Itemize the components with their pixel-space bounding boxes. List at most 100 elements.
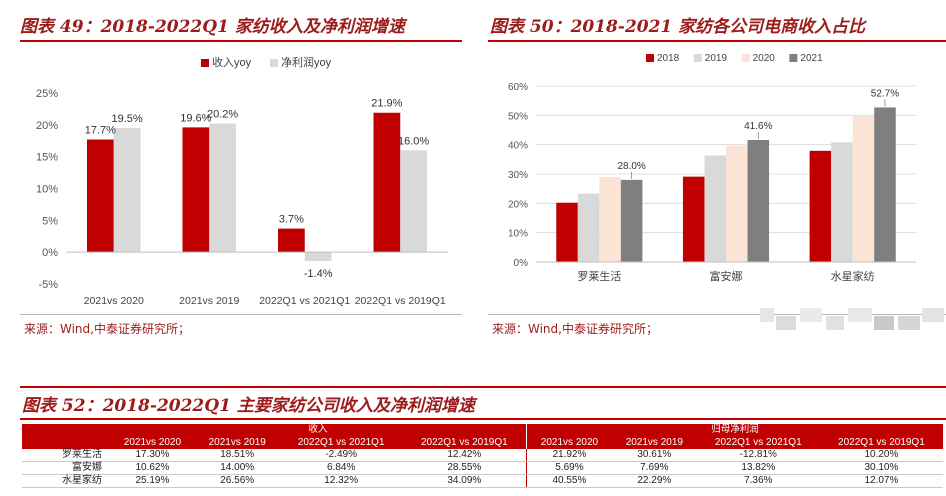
chart-50: 0% 10% 20% 30% 40% 50% 60% 罗莱生活 富安娜 水星家纺 2018 2019 2… xyxy=(508,53,916,283)
bar-收入yoy-3 xyxy=(373,112,401,253)
table-cell: 28.55% xyxy=(402,461,527,475)
y-tick-label: 10% xyxy=(36,184,58,196)
bar-净利润yoy-1 xyxy=(209,123,236,253)
title-rule-bottom xyxy=(20,418,946,420)
table-cell: 17.30% xyxy=(110,448,195,462)
group-header-revenue: 收入 xyxy=(110,424,527,437)
legend-swatch xyxy=(646,54,654,62)
table-cell: 26.56% xyxy=(194,474,280,488)
x-tick-label: 富安娜 xyxy=(710,269,743,283)
x-tick-label: 2021vs 2020 xyxy=(84,295,144,307)
table-cell: 13.82% xyxy=(696,461,820,475)
table-corner xyxy=(22,424,110,437)
table-column-header-row: 2021vs 2020 2021vs 2019 2022Q1 vs 2021Q1… xyxy=(22,436,943,449)
legend-swatch xyxy=(693,54,702,62)
data-label: 28.0% xyxy=(617,161,645,172)
growth-table: 收入 归母净利润 2021vs 2020 2021vs 2019 2022Q1 … xyxy=(22,424,943,488)
table-cell: 5.69% xyxy=(525,461,612,475)
table-cell: 10.62% xyxy=(110,461,195,475)
table-cell: 10.20% xyxy=(819,448,943,462)
data-label: 3.7% xyxy=(279,214,304,226)
legend-label: 2019 xyxy=(705,53,728,64)
bar-净利润yoy-0 xyxy=(113,128,141,253)
company-name: 罗莱生活 xyxy=(22,448,110,462)
x-tick-label: 2022Q1 vs 2021Q1 xyxy=(259,295,350,307)
bar-2020-2 xyxy=(852,115,875,262)
bar-净利润yoy-2 xyxy=(304,252,332,262)
legend-label: 2020 xyxy=(753,53,776,64)
chart-50-source: 来源：Wind,中泰证券研究所； xyxy=(492,322,658,336)
y-tick-label: 60% xyxy=(508,82,528,93)
bar-净利润yoy-3 xyxy=(400,150,427,253)
x-tick-label: 2022Q1 vs 2019Q1 xyxy=(355,295,446,307)
table-cell: 25.19% xyxy=(110,474,195,488)
bar-2021-2 xyxy=(874,107,896,262)
chart-49-source: 来源：Wind,中泰证券研究所； xyxy=(24,322,190,336)
table-cell: 21.92% xyxy=(525,448,612,462)
y-tick-label: 20% xyxy=(508,199,528,210)
bar-2019-0 xyxy=(577,193,600,262)
x-tick-label: 2021vs 2019 xyxy=(179,295,239,307)
legend-label: 收入yoy xyxy=(212,55,252,69)
y-tick-label: 0% xyxy=(514,258,529,269)
company-name: 水星家纺 xyxy=(22,474,110,488)
column-header: 2022Q1 vs 2021Q1 xyxy=(696,436,820,449)
column-header: 2022Q1 vs 2021Q1 xyxy=(279,436,403,449)
data-label: 16.0% xyxy=(398,135,429,147)
bar-2021-0 xyxy=(620,179,643,262)
data-label: 41.6% xyxy=(744,121,772,132)
chart-49-title: 图表 49：2018-2022Q1 家纺收入及净利润增速 xyxy=(20,17,405,37)
chart-49: -5% 0% 5% 10% 15% 20% 25% 2021vs 2020 2021vs 201… xyxy=(36,55,448,307)
table-row: 罗莱生活 17.30% 18.51% -2.49% 12.42% 21.92% … xyxy=(22,448,943,462)
table-cell: -12.81% xyxy=(696,448,820,462)
table-cell: 22.29% xyxy=(611,474,697,488)
table-row: 富安娜 10.62% 14.00% 6.84% 28.55% 5.69% 7.6… xyxy=(22,461,943,475)
data-label: 21.9% xyxy=(371,98,402,110)
table-corner xyxy=(22,436,110,449)
data-label: 19.5% xyxy=(112,113,143,125)
bar-2018-1 xyxy=(682,176,705,262)
bar-2020-1 xyxy=(726,145,748,262)
divider xyxy=(488,314,946,315)
table-cell: 7.69% xyxy=(611,461,697,475)
table-52-title: 图表 52：2018-2022Q1 主要家纺公司收入及净利润增速 xyxy=(22,396,475,416)
data-label: 20.2% xyxy=(207,109,238,121)
data-label: 52.7% xyxy=(871,88,899,99)
column-header: 2022Q1 vs 2019Q1 xyxy=(402,436,527,449)
bar-2019-2 xyxy=(831,142,853,262)
y-tick-label: 25% xyxy=(36,88,58,100)
bar-2018-0 xyxy=(556,202,578,262)
y-tick-label: 15% xyxy=(36,152,58,164)
table-cell: 30.10% xyxy=(819,461,943,475)
bar-2021-1 xyxy=(747,139,770,262)
legend-swatch xyxy=(270,59,278,67)
data-label: 17.7% xyxy=(85,124,116,136)
column-header: 2021vs 2020 xyxy=(110,436,195,449)
title-rule xyxy=(20,40,462,42)
bar-2018-2 xyxy=(809,150,832,262)
column-header: 2021vs 2019 xyxy=(611,436,697,449)
y-tick-label: 10% xyxy=(508,229,528,240)
y-tick-label: 30% xyxy=(508,170,528,181)
company-name: 富安娜 xyxy=(22,461,110,475)
bar-收入yoy-1 xyxy=(182,127,210,253)
y-tick-label: 20% xyxy=(36,120,58,132)
y-tick-label: -5% xyxy=(38,279,58,291)
table-cell: 14.00% xyxy=(194,461,280,475)
column-header: 2022Q1 vs 2019Q1 xyxy=(819,436,943,449)
table-cell: 6.84% xyxy=(279,461,403,475)
group-header-net-profit: 归母净利润 xyxy=(525,424,943,437)
legend-swatch xyxy=(789,54,798,62)
title-rule-top xyxy=(20,386,946,388)
y-tick-label: 40% xyxy=(508,141,528,152)
column-header: 2021vs 2019 xyxy=(194,436,280,449)
table-cell: 34.09% xyxy=(402,474,527,488)
bar-收入yoy-2 xyxy=(278,228,305,253)
table-cell: 40.55% xyxy=(525,474,612,488)
data-label: 19.6% xyxy=(180,112,211,124)
y-tick-label: 50% xyxy=(508,111,528,122)
data-label: -1.4% xyxy=(304,268,333,280)
table-cell: -2.49% xyxy=(279,448,403,462)
divider xyxy=(20,314,462,315)
legend-swatch xyxy=(741,54,750,62)
